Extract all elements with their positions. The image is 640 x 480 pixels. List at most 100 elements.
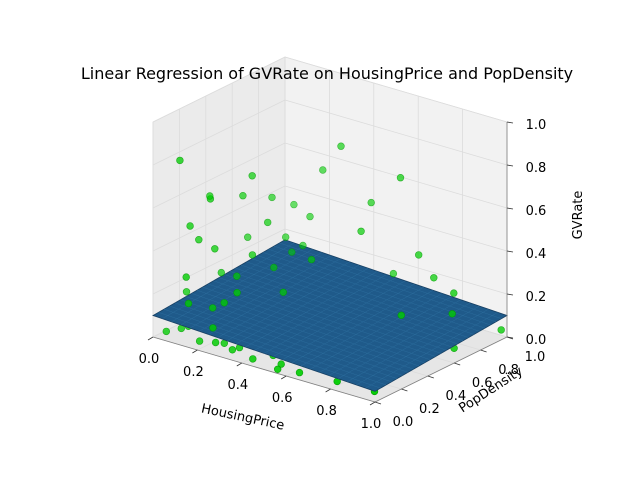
data-point-38 xyxy=(228,346,237,354)
grid-right-z-3 xyxy=(284,142,508,209)
z-tick-label-2: 0.4 xyxy=(526,247,547,262)
data-point-44 xyxy=(249,355,257,363)
x-tick-label-1: 0.2 xyxy=(183,365,204,380)
x-tick-mark-4 xyxy=(325,388,331,393)
data-point-88 xyxy=(182,288,191,296)
y-tick-label-3: 0.6 xyxy=(472,376,493,391)
y-tick-mark-1 xyxy=(401,388,408,392)
data-point-87 xyxy=(497,326,505,334)
data-point-91 xyxy=(268,193,276,202)
data-point-82 xyxy=(450,289,458,297)
data-point-7 xyxy=(217,268,226,277)
data-point-23 xyxy=(299,241,307,250)
grid-right-z-1 xyxy=(284,228,508,295)
data-point-3 xyxy=(211,245,219,253)
grid-left-z-4 xyxy=(152,99,286,166)
y-tick-mark-0 xyxy=(374,401,382,405)
x-tick-label-0: 0.0 xyxy=(139,352,160,367)
data-point-80 xyxy=(389,269,398,278)
grid-right-z-4 xyxy=(284,99,508,166)
data-point-86 xyxy=(448,310,456,318)
axis-lines xyxy=(152,122,508,403)
grid-left-z-2 xyxy=(152,185,286,252)
data-point-30 xyxy=(209,324,217,332)
data-point-93 xyxy=(282,233,290,241)
x-tick-mark-5 xyxy=(369,401,376,406)
plane-mesh-line xyxy=(347,305,480,382)
points-in-front-of-plane xyxy=(176,142,458,332)
data-point-12 xyxy=(248,251,257,259)
grid-right-z-5 xyxy=(284,56,508,123)
y-tick-mark-2 xyxy=(427,375,434,379)
x-tick-label-3: 0.6 xyxy=(272,391,293,406)
data-point-89 xyxy=(184,299,193,308)
x-tick-mark-2 xyxy=(236,362,243,367)
data-point-90 xyxy=(195,236,203,244)
data-point-81 xyxy=(430,274,438,282)
x-axis-line xyxy=(152,336,376,403)
z-tick-mark-4 xyxy=(506,164,514,167)
x-tick-mark-0 xyxy=(147,336,154,341)
chart-title: Linear Regression of GVRate on HousingPr… xyxy=(81,64,573,83)
x-tick-mark-1 xyxy=(192,349,198,354)
data-point-51 xyxy=(211,338,220,347)
data-point-85 xyxy=(397,311,405,319)
data-point-11 xyxy=(288,248,296,256)
z-tick-mark-1 xyxy=(506,293,514,296)
z-tick-mark-2 xyxy=(506,250,514,253)
data-point-92 xyxy=(306,212,314,221)
tick-labels: 0.0 0.2 0.4 0.6 0.8 1.0 0.0 0.2 0.4 0.6 0.8 1.0 0.0 0… xyxy=(139,118,547,432)
data-point-78 xyxy=(415,251,423,259)
data-point-32 xyxy=(233,272,241,280)
y-tick-label-1: 0.2 xyxy=(419,402,440,417)
data-point-76 xyxy=(396,174,405,182)
grid-right-z-2 xyxy=(284,185,508,252)
data-point-4 xyxy=(162,327,171,336)
z-tick-label-0: 0.0 xyxy=(526,333,547,348)
data-point-116 xyxy=(274,365,282,373)
z-tick-label-4: 0.8 xyxy=(526,161,547,176)
y-tick-mark-4 xyxy=(480,349,487,353)
data-point-14 xyxy=(186,222,194,230)
z-tick-label-1: 0.2 xyxy=(526,290,547,305)
data-point-77 xyxy=(367,198,375,207)
y-axis-line xyxy=(374,336,508,403)
data-point-95 xyxy=(239,192,247,200)
data-point-96 xyxy=(307,255,316,264)
y-tick-label-5: 1.0 xyxy=(525,350,546,365)
data-point-47 xyxy=(195,337,204,345)
y-tick-label-0: 0.0 xyxy=(393,415,414,430)
data-point-113 xyxy=(270,263,278,272)
z-tick-mark-0 xyxy=(506,336,514,339)
x-tick-label-5: 1.0 xyxy=(361,417,382,432)
data-point-17 xyxy=(264,218,272,227)
z-tick-mark-3 xyxy=(506,207,514,210)
z-tick-mark-5 xyxy=(506,121,514,124)
plane-mesh-line xyxy=(279,242,502,319)
data-point-35 xyxy=(279,288,287,296)
plane-mesh-line xyxy=(365,312,498,389)
z-tick-label-3: 0.6 xyxy=(526,204,547,219)
data-point-41 xyxy=(233,289,241,297)
data-point-27 xyxy=(290,200,298,209)
grid-left-z-3 xyxy=(152,142,286,209)
y-tick-mark-3 xyxy=(454,362,461,366)
data-point-58 xyxy=(295,368,304,377)
data-point-8 xyxy=(244,233,252,241)
y-tick-label-4: 0.8 xyxy=(498,363,519,378)
data-point-5 xyxy=(248,172,256,180)
x-axis-label: HousingPrice xyxy=(200,401,286,433)
data-point-52 xyxy=(277,360,285,368)
data-point-2 xyxy=(176,156,184,165)
y-tick-label-2: 0.4 xyxy=(445,389,466,404)
data-point-18 xyxy=(206,192,214,200)
grid-left-z-5 xyxy=(152,56,286,123)
plane-mesh-line xyxy=(356,308,489,386)
data-point-26 xyxy=(220,299,228,307)
data-point-79 xyxy=(357,227,365,236)
z-tick-label-5: 1.0 xyxy=(526,118,547,133)
x-tick-mark-3 xyxy=(280,375,287,380)
y-axis-label: PopDensity xyxy=(456,364,526,417)
